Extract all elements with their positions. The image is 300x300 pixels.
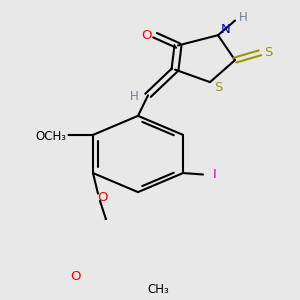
Text: H: H [130,90,138,103]
Text: O: O [142,29,152,42]
Text: OCH₃: OCH₃ [35,130,67,143]
Text: O: O [71,270,81,283]
Text: S: S [214,82,222,94]
Text: H: H [238,11,247,24]
Text: S: S [264,46,272,59]
Text: I: I [213,168,217,181]
Text: O: O [98,191,108,204]
Text: N: N [221,23,231,36]
Text: CH₃: CH₃ [147,284,169,296]
